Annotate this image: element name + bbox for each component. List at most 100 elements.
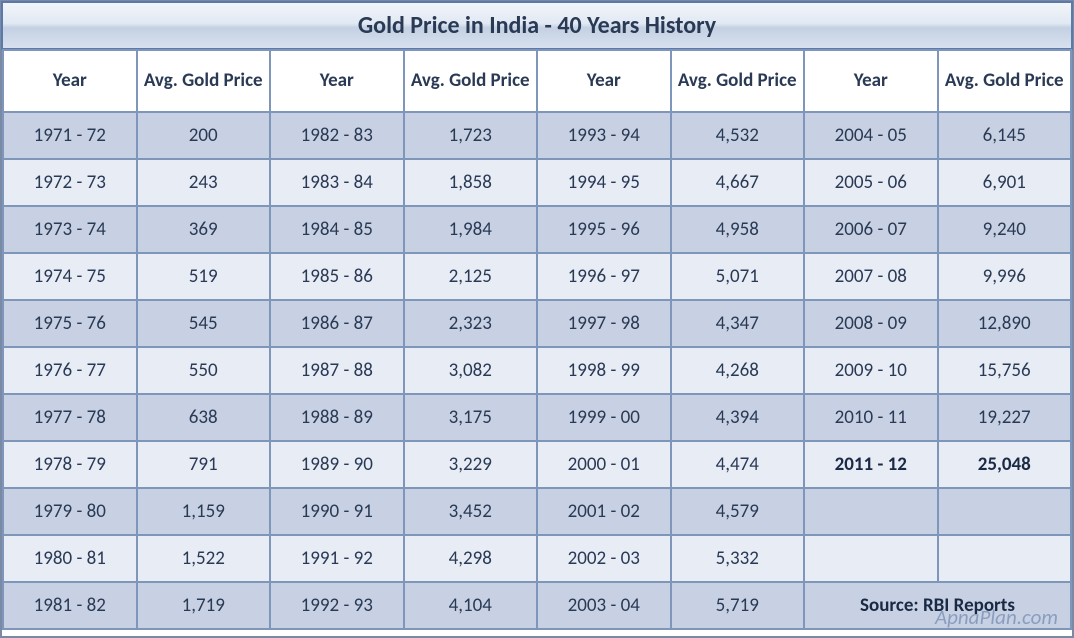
year-cell: 2003 - 04 xyxy=(537,582,671,629)
price-cell: 4,579 xyxy=(671,488,805,535)
year-cell xyxy=(804,488,938,535)
price-cell: 791 xyxy=(137,441,271,488)
price-cell: 519 xyxy=(137,253,271,300)
year-cell: 1995 - 96 xyxy=(537,206,671,253)
year-cell: 1984 - 85 xyxy=(270,206,404,253)
table-row: 1981 - 821,7191992 - 934,1042003 - 045,7… xyxy=(3,582,1071,629)
year-cell: 1975 - 76 xyxy=(3,300,137,347)
year-cell: 1992 - 93 xyxy=(270,582,404,629)
header-row: Year Avg. Gold Price Year Avg. Gold Pric… xyxy=(3,50,1071,112)
year-cell: 1988 - 89 xyxy=(270,394,404,441)
price-cell xyxy=(938,488,1072,535)
year-cell: 1990 - 91 xyxy=(270,488,404,535)
col-header-year: Year xyxy=(270,50,404,112)
price-cell: 1,858 xyxy=(404,159,538,206)
year-cell: 1972 - 73 xyxy=(3,159,137,206)
year-cell: 2008 - 09 xyxy=(804,300,938,347)
col-header-price: Avg. Gold Price xyxy=(404,50,538,112)
table-row: 1977 - 786381988 - 893,1751999 - 004,394… xyxy=(3,394,1071,441)
year-cell: 1976 - 77 xyxy=(3,347,137,394)
col-header-price: Avg. Gold Price xyxy=(938,50,1072,112)
price-cell: 4,268 xyxy=(671,347,805,394)
page-title: Gold Price in India - 40 Years History xyxy=(358,11,716,40)
title-bar: Gold Price in India - 40 Years History xyxy=(1,1,1073,50)
table-row: 1972 - 732431983 - 841,8581994 - 954,667… xyxy=(3,159,1071,206)
year-cell: 1979 - 80 xyxy=(3,488,137,535)
year-cell: 1971 - 72 xyxy=(3,112,137,159)
table-row: 1974 - 755191985 - 862,1251996 - 975,071… xyxy=(3,253,1071,300)
year-cell: 2010 - 11 xyxy=(804,394,938,441)
price-cell: 369 xyxy=(137,206,271,253)
year-cell: 2011 - 12 xyxy=(804,441,938,488)
year-cell: 1998 - 99 xyxy=(537,347,671,394)
year-cell: 2004 - 05 xyxy=(804,112,938,159)
year-cell: 1982 - 83 xyxy=(270,112,404,159)
year-cell: 2001 - 02 xyxy=(537,488,671,535)
price-cell: 5,719 xyxy=(671,582,805,629)
price-cell: 200 xyxy=(137,112,271,159)
year-cell: 1980 - 81 xyxy=(3,535,137,582)
year-cell: 2000 - 01 xyxy=(537,441,671,488)
price-cell: 1,723 xyxy=(404,112,538,159)
price-cell: 6,145 xyxy=(938,112,1072,159)
price-cell: 12,890 xyxy=(938,300,1072,347)
year-cell: 1986 - 87 xyxy=(270,300,404,347)
year-cell: 1985 - 86 xyxy=(270,253,404,300)
price-cell: 1,719 xyxy=(137,582,271,629)
price-cell: 5,332 xyxy=(671,535,805,582)
price-cell: 25,048 xyxy=(938,441,1072,488)
year-cell: 2006 - 07 xyxy=(804,206,938,253)
table-row: 1971 - 722001982 - 831,7231993 - 944,532… xyxy=(3,112,1071,159)
year-cell: 1989 - 90 xyxy=(270,441,404,488)
price-cell: 4,532 xyxy=(671,112,805,159)
table-row: 1975 - 765451986 - 872,3231997 - 984,347… xyxy=(3,300,1071,347)
year-cell: 1978 - 79 xyxy=(3,441,137,488)
price-cell: 1,522 xyxy=(137,535,271,582)
year-cell: 2009 - 10 xyxy=(804,347,938,394)
price-cell: 3,082 xyxy=(404,347,538,394)
year-cell: 1987 - 88 xyxy=(270,347,404,394)
price-cell: 1,159 xyxy=(137,488,271,535)
col-header-price: Avg. Gold Price xyxy=(671,50,805,112)
price-cell: 5,071 xyxy=(671,253,805,300)
table-row: 1979 - 801,1591990 - 913,4522001 - 024,5… xyxy=(3,488,1071,535)
price-cell: 9,240 xyxy=(938,206,1072,253)
price-cell: 3,175 xyxy=(404,394,538,441)
year-cell: 1999 - 00 xyxy=(537,394,671,441)
price-cell xyxy=(938,535,1072,582)
price-cell: 2,125 xyxy=(404,253,538,300)
price-cell: 6,901 xyxy=(938,159,1072,206)
price-cell: 4,104 xyxy=(404,582,538,629)
price-cell: 545 xyxy=(137,300,271,347)
price-cell: 638 xyxy=(137,394,271,441)
price-cell: 3,229 xyxy=(404,441,538,488)
price-cell: 4,667 xyxy=(671,159,805,206)
year-cell: 1974 - 75 xyxy=(3,253,137,300)
price-cell: 4,394 xyxy=(671,394,805,441)
table-row: 1978 - 797911989 - 903,2292000 - 014,474… xyxy=(3,441,1071,488)
col-header-price: Avg. Gold Price xyxy=(137,50,271,112)
price-cell: 4,347 xyxy=(671,300,805,347)
year-cell: 2005 - 06 xyxy=(804,159,938,206)
year-cell: 1997 - 98 xyxy=(537,300,671,347)
gold-price-table: Year Avg. Gold Price Year Avg. Gold Pric… xyxy=(2,49,1072,630)
year-cell: 1991 - 92 xyxy=(270,535,404,582)
year-cell: 1983 - 84 xyxy=(270,159,404,206)
price-cell: 4,474 xyxy=(671,441,805,488)
year-cell: 1981 - 82 xyxy=(3,582,137,629)
price-cell: 550 xyxy=(137,347,271,394)
source-cell: Source: RBI Reports xyxy=(804,582,1071,629)
year-cell xyxy=(804,535,938,582)
table-body: 1971 - 722001982 - 831,7231993 - 944,532… xyxy=(3,112,1071,629)
table-row: 1980 - 811,5221991 - 924,2982002 - 035,3… xyxy=(3,535,1071,582)
table-row: 1976 - 775501987 - 883,0821998 - 994,268… xyxy=(3,347,1071,394)
col-header-year: Year xyxy=(3,50,137,112)
year-cell: 1973 - 74 xyxy=(3,206,137,253)
col-header-year: Year xyxy=(537,50,671,112)
year-cell: 1993 - 94 xyxy=(537,112,671,159)
table-container: Gold Price in India - 40 Years History Y… xyxy=(0,0,1074,638)
price-cell: 1,984 xyxy=(404,206,538,253)
year-cell: 1977 - 78 xyxy=(3,394,137,441)
year-cell: 2007 - 08 xyxy=(804,253,938,300)
table-row: 1973 - 743691984 - 851,9841995 - 964,958… xyxy=(3,206,1071,253)
